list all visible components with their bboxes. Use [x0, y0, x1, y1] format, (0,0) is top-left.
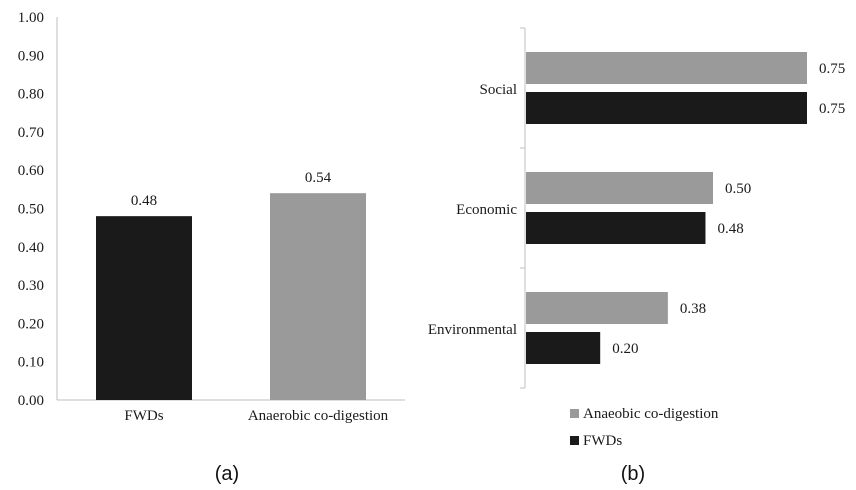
bar: [526, 292, 668, 324]
y-tick-label: 1.00: [18, 10, 44, 26]
bar: [96, 216, 192, 400]
data-label: 0.75: [819, 101, 845, 117]
data-label: 0.48: [131, 193, 157, 209]
y-tick-label: 0.70: [18, 125, 44, 141]
bar: [526, 332, 601, 364]
bar: [526, 212, 706, 244]
legend-label: Anaeobic co-digestion: [583, 406, 719, 422]
y-tick-label: Environmental: [428, 322, 517, 338]
chart-b: Social 0.75 0.75 Economic 0.50 0.48 Environmen…: [428, 27, 845, 485]
panel-label-a: (a): [215, 463, 239, 485]
y-tick-label: 0.20: [18, 316, 44, 332]
legend-swatch: [570, 436, 579, 445]
data-label: 0.38: [680, 301, 706, 317]
panel-label-b: (b): [621, 463, 645, 485]
bar: [270, 193, 366, 400]
data-label: 0.48: [717, 221, 743, 237]
data-label: 0.20: [612, 341, 638, 357]
chart-a: 0.00 0.10 0.20 0.30 0.40 0.50 0.60 0.70 0.80 0.90…: [18, 10, 405, 485]
x-tick-label: FWDs: [124, 408, 163, 424]
y-tick-label: 0.90: [18, 48, 44, 64]
data-label: 0.75: [819, 61, 845, 77]
y-tick-label: 0.10: [18, 355, 44, 371]
y-tick-label: 0.00: [18, 393, 44, 409]
legend-label: FWDs: [583, 433, 622, 449]
bar: [526, 92, 807, 124]
data-label: 0.54: [305, 170, 332, 186]
y-tick-label: Economic: [456, 202, 517, 218]
x-tick-label: Anaerobic co-digestion: [248, 408, 389, 424]
bar: [526, 172, 713, 204]
y-tick-label: 0.40: [18, 240, 44, 256]
bar: [526, 52, 807, 84]
data-label: 0.50: [725, 181, 751, 197]
y-tick-label: Social: [480, 82, 518, 98]
legend-swatch: [570, 409, 579, 418]
y-tick-label: 0.50: [18, 202, 44, 218]
y-tick-label: 0.30: [18, 278, 44, 294]
y-tick-label: 0.80: [18, 87, 44, 103]
y-tick-label: 0.60: [18, 163, 44, 179]
